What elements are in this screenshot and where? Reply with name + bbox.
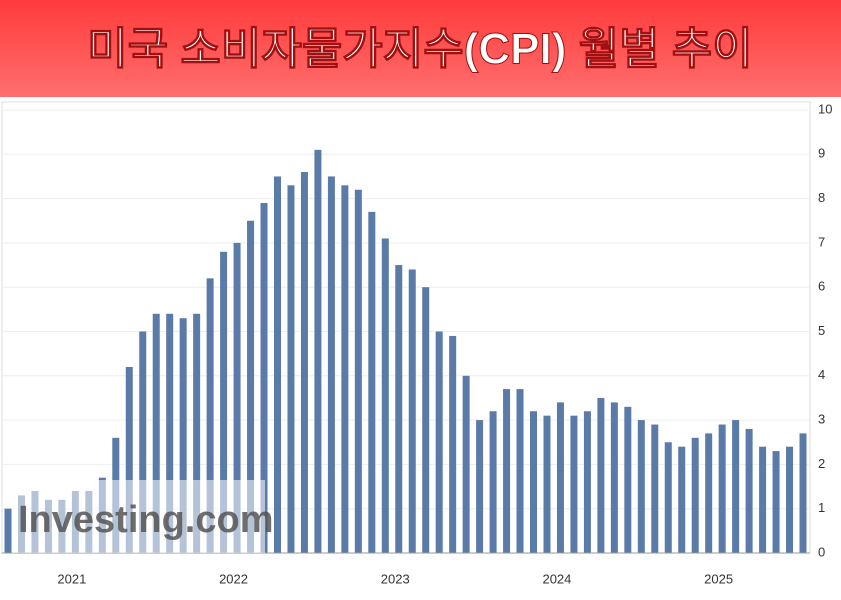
bar bbox=[624, 406, 632, 553]
bar bbox=[381, 238, 389, 553]
bar bbox=[799, 433, 807, 553]
x-tick-label: 2021 bbox=[57, 571, 86, 586]
bar bbox=[503, 389, 511, 553]
bar bbox=[732, 420, 740, 553]
bar bbox=[772, 451, 780, 553]
bar bbox=[678, 446, 686, 553]
bar bbox=[179, 318, 187, 553]
bar bbox=[287, 185, 295, 553]
bar bbox=[152, 313, 160, 553]
bar bbox=[651, 424, 659, 553]
bar bbox=[718, 424, 726, 553]
y-tick-label: 0 bbox=[818, 544, 825, 559]
bar bbox=[166, 313, 174, 553]
bar bbox=[570, 415, 578, 553]
y-tick-label: 8 bbox=[818, 190, 825, 205]
bar bbox=[583, 411, 591, 553]
x-tick-label: 2023 bbox=[381, 571, 410, 586]
bar bbox=[408, 269, 416, 553]
bar bbox=[314, 149, 322, 553]
bar bbox=[556, 402, 564, 553]
bar bbox=[516, 389, 524, 553]
bar bbox=[449, 335, 457, 553]
bar bbox=[637, 420, 645, 553]
bar bbox=[691, 437, 699, 553]
bar bbox=[4, 508, 12, 553]
bar bbox=[786, 446, 794, 553]
bar bbox=[489, 411, 497, 553]
bar bbox=[327, 176, 335, 553]
watermark-box bbox=[12, 480, 265, 553]
x-tick-label: 2022 bbox=[219, 571, 248, 586]
y-tick-label: 10 bbox=[818, 101, 832, 116]
y-tick-label: 3 bbox=[818, 412, 825, 427]
bar bbox=[220, 251, 228, 553]
bar bbox=[341, 185, 349, 553]
bar bbox=[368, 211, 376, 553]
bar bbox=[193, 313, 201, 553]
y-tick-label: 1 bbox=[818, 500, 825, 515]
bar bbox=[206, 278, 214, 553]
bar bbox=[543, 415, 551, 553]
bar bbox=[422, 287, 430, 553]
y-tick-label: 7 bbox=[818, 234, 825, 249]
watermark: Investing.com bbox=[18, 499, 274, 541]
bar bbox=[354, 189, 362, 554]
bar bbox=[664, 442, 672, 553]
y-tick-label: 4 bbox=[818, 367, 825, 382]
bar bbox=[139, 331, 147, 553]
bar bbox=[273, 176, 281, 553]
bar bbox=[233, 242, 241, 553]
bar bbox=[610, 402, 618, 553]
bar bbox=[759, 446, 767, 553]
bar bbox=[247, 220, 255, 553]
title-banner bbox=[0, 0, 841, 97]
bar bbox=[435, 331, 443, 553]
x-tick-label: 2024 bbox=[542, 571, 571, 586]
y-tick-label: 6 bbox=[818, 279, 825, 294]
bar bbox=[597, 397, 605, 553]
bar bbox=[476, 420, 484, 553]
y-tick-label: 9 bbox=[818, 146, 825, 161]
bar bbox=[125, 366, 133, 553]
bar bbox=[530, 411, 538, 553]
y-tick-label: 2 bbox=[818, 456, 825, 471]
bar bbox=[462, 375, 470, 553]
bar bbox=[300, 172, 308, 553]
bar bbox=[745, 428, 753, 553]
bar bbox=[705, 433, 713, 553]
chart-title: 미국 소비자물가지수(CPI) 월별 추이 bbox=[87, 25, 753, 74]
bar bbox=[395, 265, 403, 553]
x-tick-label: 2025 bbox=[704, 571, 733, 586]
y-tick-label: 5 bbox=[818, 323, 825, 338]
bar bbox=[260, 203, 268, 553]
